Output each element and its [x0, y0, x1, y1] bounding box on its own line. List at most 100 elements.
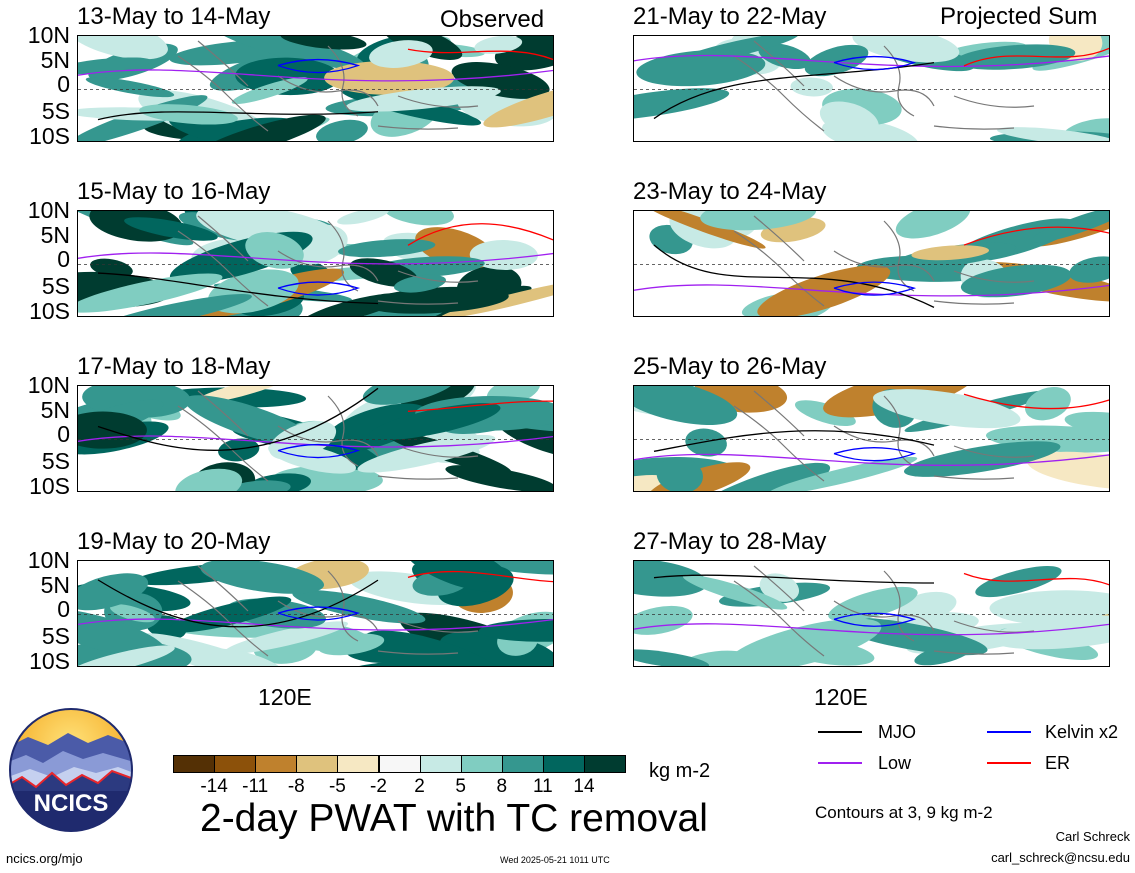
pwat-anomaly-shade — [85, 77, 175, 98]
pwat-anomaly-shade — [362, 386, 458, 405]
er-contour — [407, 48, 553, 61]
pwat-anomaly-shade — [955, 44, 1076, 70]
pwat-anomaly-shade — [440, 279, 553, 316]
pwat-anomaly-shade — [688, 462, 831, 491]
colorbar-cell — [173, 755, 216, 773]
panel-title: 25-May to 26-May — [633, 353, 827, 380]
coastline — [883, 395, 1035, 480]
pwat-anomaly-shade — [911, 245, 990, 261]
low-contour — [78, 618, 553, 631]
pwat-anomaly-shade — [369, 40, 433, 68]
pwat-anomaly-shade — [316, 119, 368, 141]
legend-label-mjo: MJO — [878, 722, 916, 742]
pwat-anomaly-shade — [195, 386, 285, 404]
pwat-anomaly-shade — [852, 36, 960, 63]
pwat-anomaly-shade — [349, 258, 418, 287]
legend-line-low — [818, 762, 862, 764]
pwat-anomaly-shade — [139, 104, 238, 125]
pwat-anomaly-shade — [445, 465, 553, 491]
pwat-anomaly-shade — [382, 36, 463, 60]
pwat-anomaly-shade — [365, 286, 509, 314]
map-panel — [633, 35, 1110, 142]
low-contour — [78, 69, 553, 82]
mjo-contour — [97, 387, 379, 451]
pwat-anomaly-shade — [700, 211, 817, 231]
pwat-anomaly-shade — [895, 211, 971, 239]
pwat-anomaly-shade — [483, 80, 553, 128]
legend-line-mjo — [818, 731, 862, 733]
mjo-contour — [97, 111, 379, 121]
map-panel — [77, 35, 554, 142]
low-contour — [634, 453, 1109, 466]
pwat-anomaly-shade — [337, 211, 389, 225]
pwat-anomaly-shade — [109, 604, 155, 623]
colorbar-unit: kg m-2 — [649, 760, 711, 782]
coastline — [883, 220, 1035, 305]
pwat-anomaly-shade — [904, 441, 1061, 477]
panel-title: 19-May to 20-May — [77, 528, 271, 555]
colorbar-label: 11 — [533, 776, 553, 797]
colorbar-cell — [584, 755, 627, 773]
latitude-label: 5S — [41, 623, 70, 649]
colorbar-cell — [378, 755, 421, 773]
pwat-anomaly-shade — [634, 88, 730, 121]
pwat-anomaly-shade — [363, 630, 507, 666]
coastline — [327, 395, 479, 480]
coastline — [177, 565, 379, 657]
kelvin-contour — [833, 447, 917, 462]
pwat-anomaly-shade — [828, 586, 918, 622]
colorbar-cell — [255, 755, 298, 773]
main-title: 2-day PWAT with TC removal — [200, 797, 708, 840]
colorbar-label: 5 — [455, 776, 466, 797]
kelvin-contour — [277, 606, 361, 621]
map-panel — [77, 385, 554, 492]
coastline — [327, 220, 479, 305]
latitude-label: 5S — [41, 448, 70, 474]
footer-email: carl_schreck@ncsu.edu — [991, 850, 1130, 865]
pwat-anomaly-shade — [726, 618, 882, 666]
pwat-anomaly-shade — [175, 468, 243, 491]
pwat-anomaly-shade — [78, 645, 175, 666]
colorbar-cell — [419, 755, 462, 773]
kelvin-contour — [277, 281, 361, 296]
pwat-anomaly-shade — [235, 57, 341, 96]
map-panel — [77, 210, 554, 317]
kelvin-contour — [833, 55, 917, 71]
coastline — [327, 570, 479, 655]
legend-label-er: ER — [1045, 753, 1071, 773]
pwat-anomaly-shade — [685, 428, 727, 457]
er-contour — [407, 400, 553, 412]
pwat-anomaly-shade — [819, 101, 879, 138]
footer-timestamp: Wed 2025-05-21 1011 UTC — [500, 855, 610, 865]
pwat-anomaly-shade — [1025, 387, 1071, 421]
mjo-contour — [653, 574, 935, 584]
pwat-anomaly-shade — [245, 232, 304, 269]
kelvin-contour — [277, 443, 361, 459]
low-contour — [78, 252, 553, 265]
colorbar-label: 14 — [573, 776, 595, 797]
mjo-contour — [97, 579, 379, 628]
colorbar-cell — [460, 755, 503, 773]
pwat-anomaly-shade — [200, 561, 325, 594]
colorbar-label: 2 — [414, 776, 425, 797]
low-contour — [634, 54, 1109, 68]
pwat-anomaly-shade — [997, 127, 1109, 141]
pwat-anomaly-shade — [790, 77, 834, 97]
colorbar-cell — [542, 755, 585, 773]
map-panel — [633, 560, 1110, 667]
legend-line-er — [987, 762, 1031, 764]
pwat-anomaly-shade — [324, 60, 455, 95]
pwat-anomaly-shade — [226, 480, 291, 491]
legend-label-low: Low — [878, 753, 912, 773]
coastline — [177, 40, 379, 132]
kelvin-contour — [277, 58, 361, 74]
pwat-anomaly-shade — [124, 217, 218, 241]
projected-sum-label: Projected Sum — [940, 3, 1098, 30]
panel-title: 17-May to 18-May — [77, 353, 271, 380]
pwat-anomaly-shade — [634, 605, 693, 635]
mjo-contour — [97, 272, 379, 305]
er-contour — [407, 223, 553, 246]
low-contour — [634, 623, 1109, 636]
logo-text: NCICS — [34, 790, 109, 817]
latitude-label: 10N — [27, 22, 70, 48]
